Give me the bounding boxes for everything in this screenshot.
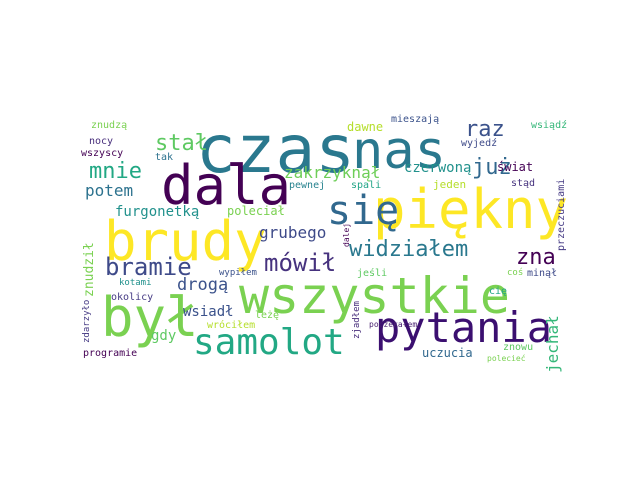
word: pewnej	[289, 180, 326, 191]
word: nocy	[89, 136, 114, 147]
word: wypiłem	[219, 268, 257, 278]
word: bramie	[105, 253, 192, 281]
word-cloud: czas nas dala piękny brudy wszystkie był…	[79, 111, 569, 373]
word: się	[327, 188, 400, 234]
word: poleciał	[227, 204, 285, 218]
word: był	[101, 286, 199, 349]
word: wyjedź	[461, 138, 498, 149]
word: dawne	[347, 120, 384, 134]
word: uczucia	[422, 346, 473, 360]
word: wsiadł	[183, 304, 234, 320]
word: jeden	[433, 178, 467, 191]
word: nas	[352, 121, 446, 181]
word: wszystkie	[239, 267, 510, 325]
word: czerwoną	[404, 160, 472, 176]
word: raz	[465, 117, 505, 142]
word: coś	[507, 268, 524, 278]
word: dalej	[342, 222, 351, 247]
word: wszyscy	[81, 148, 124, 159]
word: samolot	[193, 322, 345, 363]
word: tak	[155, 152, 174, 163]
word: dala	[161, 154, 292, 217]
word: grubego	[259, 223, 327, 242]
word: czas	[196, 111, 355, 188]
word: brudy	[104, 210, 267, 273]
word: pytania	[375, 303, 553, 352]
word: mieszają	[391, 114, 440, 125]
word: znowu	[503, 342, 534, 353]
word: gdy	[151, 328, 177, 344]
word: zna	[516, 245, 556, 270]
word: jechał	[543, 315, 562, 373]
word: jeśli	[357, 268, 388, 279]
word: okolicy	[111, 292, 154, 303]
word: kotami	[119, 278, 152, 288]
word: mówił	[264, 249, 337, 277]
word: furgonetką	[115, 204, 200, 220]
word: leżę	[255, 310, 280, 321]
word: zjadłem	[352, 301, 362, 339]
word: zakrzyknął	[284, 163, 381, 182]
word: cię	[489, 286, 508, 297]
word: znudzą	[91, 120, 128, 131]
word: minął	[527, 268, 558, 279]
word: znudził	[82, 242, 97, 297]
word: świat	[497, 160, 534, 174]
word: piękny	[373, 178, 569, 241]
word: mnie	[89, 159, 142, 184]
word: poczekałem	[369, 320, 418, 329]
word: zdarzyło	[82, 299, 92, 343]
word: spali	[351, 180, 382, 191]
word: polecieć	[487, 354, 526, 363]
word: widziałem	[349, 237, 469, 262]
word: stał	[155, 131, 208, 156]
word: stąd	[511, 178, 536, 189]
word: już	[472, 155, 512, 180]
word: przeczuciami	[556, 178, 567, 251]
word: potem	[85, 181, 134, 200]
word: wsiądź	[531, 120, 568, 131]
word: wróciłem	[207, 320, 256, 331]
word: drogą	[177, 275, 229, 295]
word: programie	[83, 348, 138, 359]
